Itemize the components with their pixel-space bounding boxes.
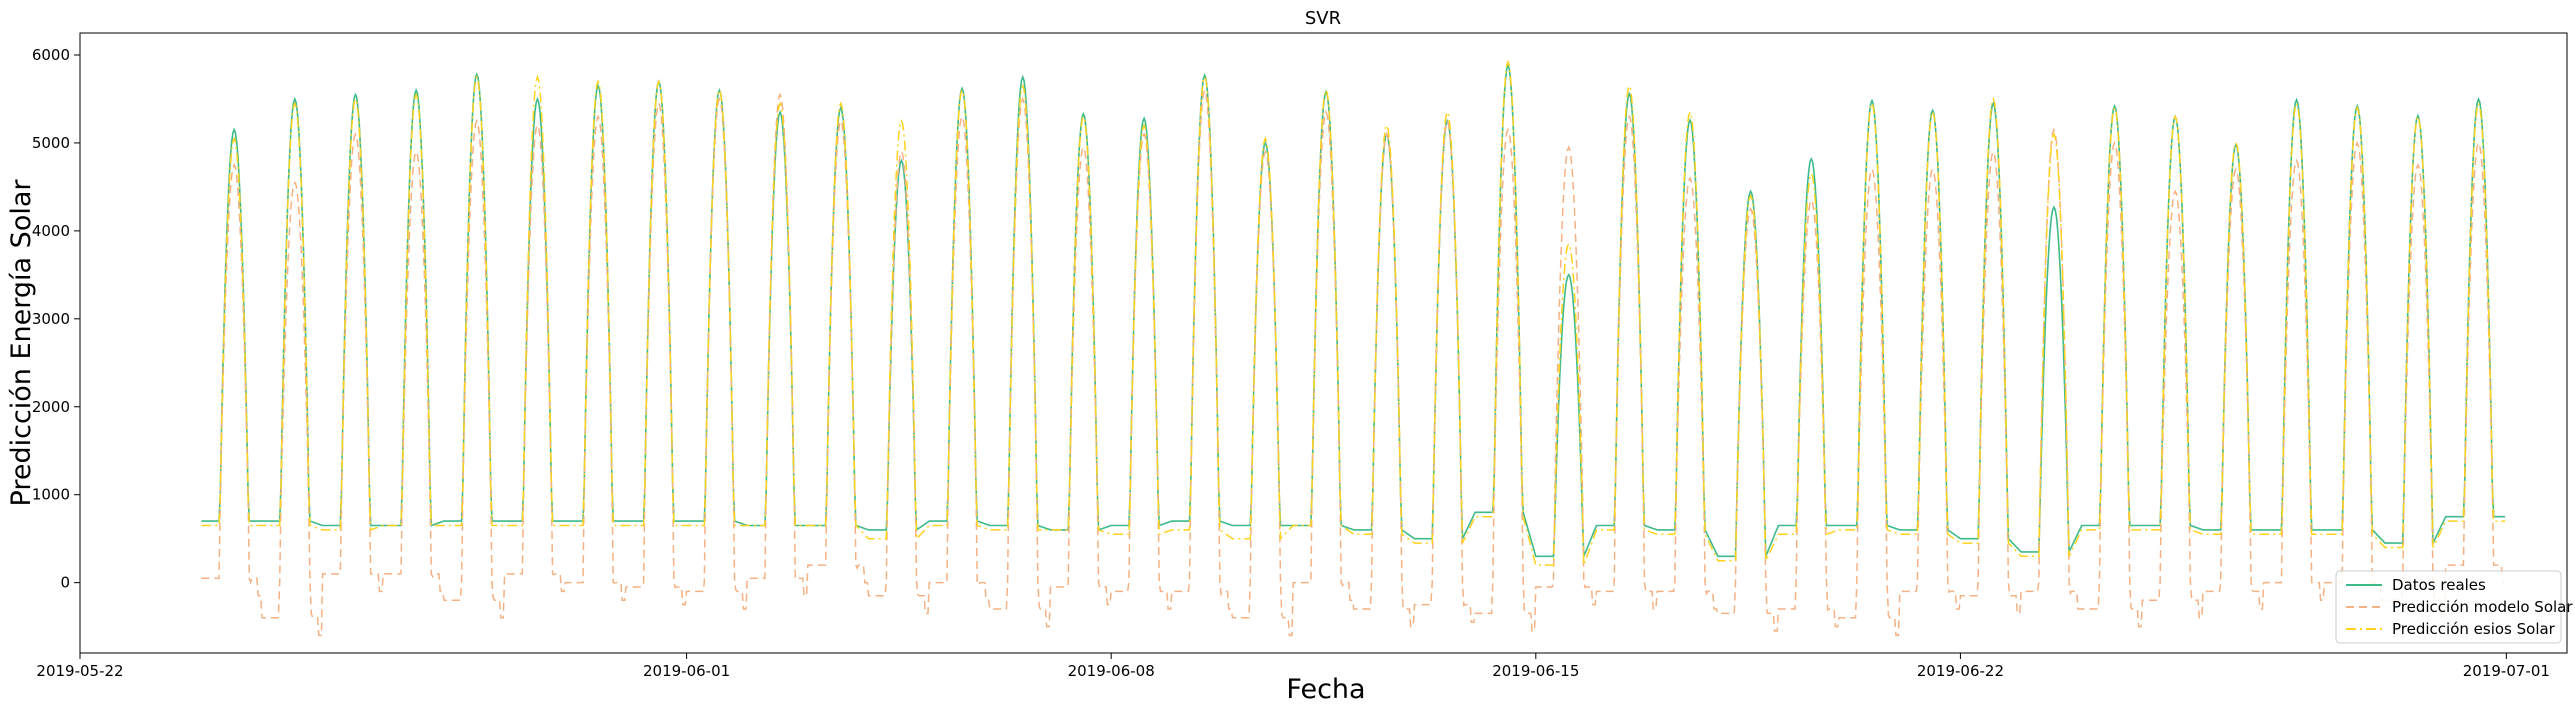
x-tick-label: 2019-05-22 [36,662,123,680]
legend: Datos reales Predicción modelo Solar Pre… [2335,570,2573,644]
legend-label-prediccion-modelo-solar: Predicción modelo Solar [2392,598,2573,616]
x-axis-title: Fecha [1286,674,1365,705]
x-tick-label: 2019-06-15 [1492,662,1579,680]
y-tick-label: 1000 [32,486,70,504]
y-axis-title: Predicción Energía Solar [6,179,37,507]
y-tick-label: 2000 [32,398,70,416]
y-tick-label: 0 [60,574,70,592]
series-layer [201,59,2506,637]
legend-frame [2335,570,2562,644]
chart-title: SVR [1305,8,1341,29]
x-tick-label: 2019-07-01 [2463,662,2550,680]
x-tick-label: 2019-06-08 [1068,662,1155,680]
y-ticks: 0 1000 2000 3000 4000 5000 6000 [32,46,80,592]
y-tick-label: 3000 [32,310,70,328]
legend-label-prediccion-esios-solar: Predicción esios Solar [2392,620,2556,638]
y-tick-label: 4000 [32,222,70,240]
y-tick-label: 6000 [32,46,70,64]
legend-label-datos-reales: Datos reales [2392,576,2486,594]
series-line-predicci-n-esios-solar [201,59,2506,566]
x-ticks: 2019-05-22 2019-06-01 2019-06-08 2019-06-15… [36,653,2550,680]
x-tick-label: 2019-06-01 [643,662,730,680]
plot-area [79,32,2568,654]
x-tick-label: 2019-06-22 [1917,662,2004,680]
y-tick-label: 5000 [32,134,70,152]
